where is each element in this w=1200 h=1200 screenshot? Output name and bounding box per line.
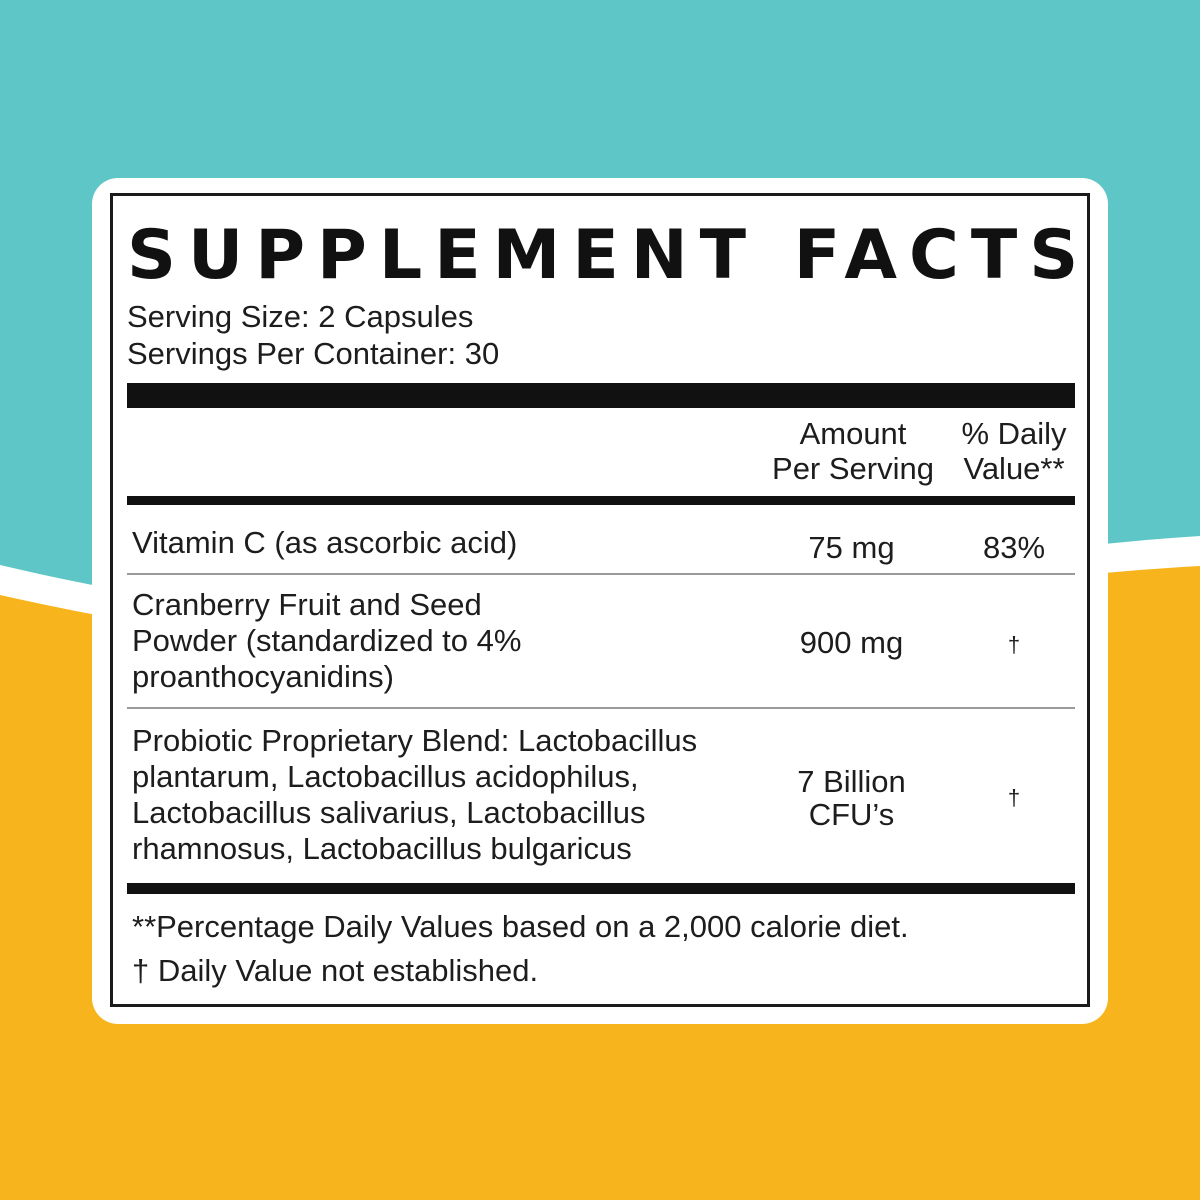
amount-probiotic-blend: 7 Billion CFU’s — [797, 764, 906, 832]
amount-vitamin-c: 75 mg — [808, 530, 895, 565]
daily-value-column-header: % Daily Value** — [961, 416, 1067, 486]
row-divider — [127, 573, 1075, 575]
daily-value-probiotic-blend: † — [1007, 785, 1021, 810]
nutrient-name-probiotic-blend: Probiotic Proprietary Blend: Lactobacill… — [132, 723, 698, 866]
header-thick-rule — [127, 383, 1075, 408]
serving-size: Serving Size: 2 Capsules — [127, 299, 474, 334]
row-divider — [127, 707, 1075, 709]
nutrient-name-cranberry: Cranberry Fruit and Seed Powder (standar… — [132, 587, 522, 694]
footer-thick-rule — [127, 883, 1075, 894]
panel-title: SUPPLEMENT FACTS — [127, 216, 1091, 295]
nutrient-name-vitamin-c: Vitamin C (as ascorbic acid) — [132, 525, 518, 560]
supplement-facts-panel: SUPPLEMENT FACTS Serving Size: 2 Capsule… — [110, 193, 1090, 1007]
footnote-percent-daily-values: **Percentage Daily Values based on a 2,0… — [132, 909, 909, 944]
serving-info: Serving Size: 2 Capsules Servings Per Co… — [127, 298, 499, 372]
daily-value-cranberry: † — [1007, 632, 1021, 657]
daily-value-vitamin-c: 83% — [982, 530, 1046, 565]
footnote-dagger: † Daily Value not established. — [132, 953, 539, 988]
amount-column-header: Amount Per Serving — [772, 416, 934, 486]
columns-rule — [127, 496, 1075, 505]
amount-cranberry: 900 mg — [799, 625, 904, 660]
servings-per-container: Servings Per Container: 30 — [127, 336, 500, 371]
